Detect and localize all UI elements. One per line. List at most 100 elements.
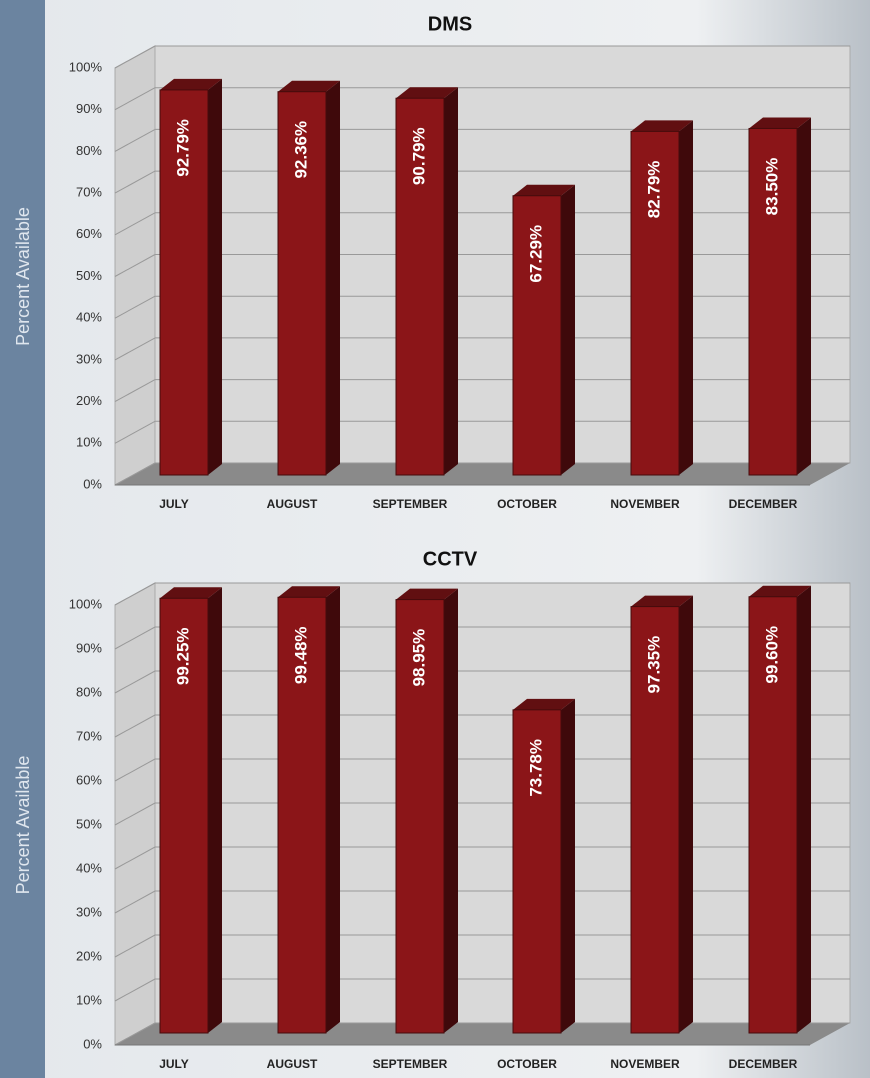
x-tick-label: DECEMBER: [729, 1057, 798, 1071]
bar-top: [396, 588, 458, 600]
y-tick-label: 70%: [76, 728, 102, 743]
x-tick-label: DECEMBER: [729, 497, 798, 511]
bar-front: [277, 91, 327, 476]
bar-side: [444, 87, 458, 475]
y-tick-label: 40%: [76, 310, 102, 325]
bar-top: [631, 595, 693, 607]
grid-line: [114, 670, 156, 694]
y-tick-label: 40%: [76, 860, 102, 875]
bar-side: [208, 78, 222, 475]
grid-line: [114, 170, 156, 194]
grid-line: [114, 978, 156, 1002]
value-label: 98.95%: [409, 629, 428, 687]
grid-line: [114, 890, 156, 914]
bar-side: [679, 595, 693, 1033]
bar: [630, 120, 693, 476]
bar-side: [797, 585, 811, 1033]
bar-top: [278, 586, 340, 598]
grid-line: [114, 1022, 156, 1046]
y-tick-label: 90%: [76, 640, 102, 655]
bar-front: [277, 596, 327, 1034]
bar-top: [749, 585, 811, 597]
grid-line: [114, 934, 156, 958]
x-tick-label: OCTOBER: [497, 1057, 557, 1071]
bar: [277, 586, 340, 1034]
y-axis-label: Percent Available: [13, 207, 33, 346]
grid-line: [114, 582, 156, 606]
value-label: 99.60%: [762, 626, 781, 684]
value-label: 82.79%: [644, 161, 663, 219]
bar-front: [395, 97, 445, 476]
grid-line: [114, 212, 156, 236]
y-tick-label: 30%: [76, 351, 102, 366]
bar-top: [749, 117, 811, 129]
grid-line: [114, 379, 156, 403]
y-tick-label: 20%: [76, 948, 102, 963]
grid-line: [114, 337, 156, 361]
bar-side: [561, 184, 575, 475]
bar: [748, 585, 811, 1034]
bar-front: [159, 89, 209, 476]
value-label: 97.35%: [644, 636, 663, 694]
bar: [395, 87, 458, 476]
y-tick-label: 80%: [76, 143, 102, 158]
grid-line: [114, 714, 156, 738]
value-label: 99.25%: [173, 627, 192, 685]
y-tick-label: 0%: [83, 476, 102, 491]
grid-line: [114, 254, 156, 277]
value-label: 92.79%: [173, 119, 192, 177]
grid-line: [114, 87, 156, 111]
bar-side: [444, 588, 458, 1033]
y-tick-label: 80%: [76, 684, 102, 699]
bar-top: [278, 80, 340, 92]
grid-line: [114, 128, 156, 152]
x-tick-label: JULY: [159, 497, 189, 511]
y-tick-label: 30%: [76, 904, 102, 919]
grid-line: [114, 462, 156, 486]
grid-line: [114, 802, 156, 826]
bar-top: [513, 698, 575, 710]
bar-front: [630, 130, 680, 476]
y-tick-label: 70%: [76, 185, 102, 200]
bar: [512, 698, 575, 1034]
chart-title: CCTV: [423, 548, 478, 570]
y-tick-label: 90%: [76, 101, 102, 116]
bar-top: [160, 78, 222, 90]
floor: [115, 463, 850, 485]
x-tick-label: AUGUST: [267, 1057, 318, 1071]
bar-top: [396, 87, 458, 99]
grid-line: [114, 626, 156, 650]
value-label: 99.48%: [291, 626, 310, 684]
bar: [159, 587, 222, 1034]
bar: [748, 117, 811, 476]
bar-front: [630, 606, 680, 1034]
y-tick-label: 100%: [69, 59, 103, 74]
x-tick-label: NOVEMBER: [610, 497, 680, 511]
bar-front: [395, 599, 445, 1034]
x-tick-label: SEPTEMBER: [373, 1057, 448, 1071]
y-tick-label: 0%: [83, 1036, 102, 1051]
x-tick-label: SEPTEMBER: [373, 497, 448, 511]
bar-side: [797, 117, 811, 475]
bar-front: [748, 596, 798, 1034]
x-tick-label: OCTOBER: [497, 497, 557, 511]
x-tick-label: NOVEMBER: [610, 1057, 680, 1071]
bar-top: [160, 587, 222, 599]
bar-front: [512, 709, 562, 1034]
bar: [159, 78, 222, 476]
value-label: 73.78%: [526, 739, 545, 797]
y-tick-label: 60%: [76, 772, 102, 787]
bar-top: [631, 120, 693, 132]
y-tick-label: 10%: [76, 435, 102, 450]
bar: [277, 80, 340, 476]
side-band: [0, 0, 45, 1078]
grid-line: [114, 295, 156, 319]
bar: [395, 588, 458, 1034]
bar-side: [208, 587, 222, 1033]
bar-top: [513, 184, 575, 196]
bar-side: [679, 120, 693, 475]
grid-line: [114, 846, 156, 870]
y-tick-label: 100%: [69, 596, 103, 611]
y-tick-label: 10%: [76, 992, 102, 1007]
